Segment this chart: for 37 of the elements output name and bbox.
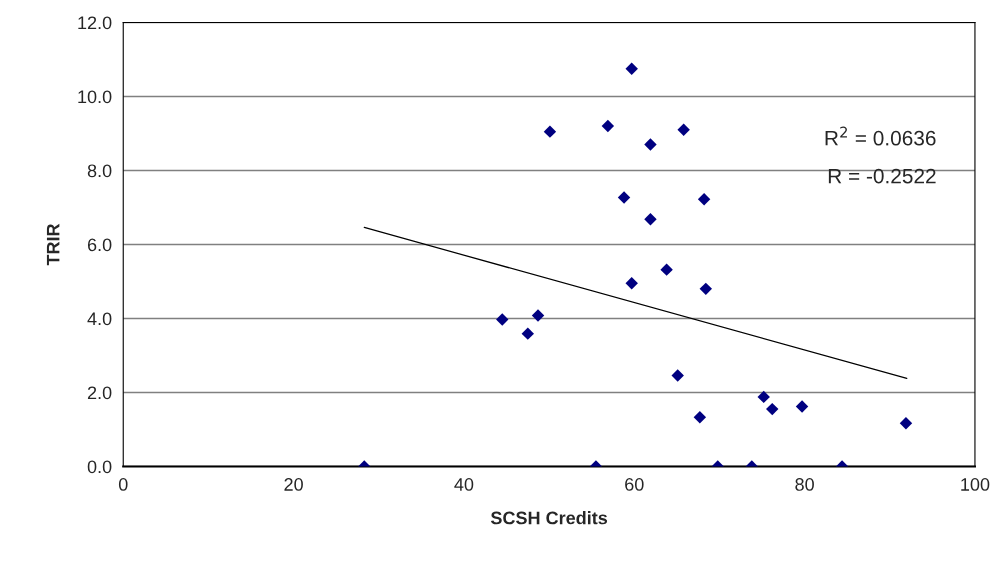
y-tick-label: 4.0 bbox=[87, 312, 112, 326]
y-tick-label: 10.0 bbox=[78, 90, 112, 104]
point bbox=[625, 62, 638, 75]
y-tick-label: 2.0 bbox=[87, 386, 112, 400]
y-tick-label: 12.0 bbox=[78, 16, 112, 30]
x-tick-label: 80 bbox=[795, 478, 814, 491]
point bbox=[766, 402, 779, 416]
point bbox=[757, 390, 770, 404]
point bbox=[644, 138, 657, 151]
y-tick-label: 8.0 bbox=[87, 164, 112, 178]
point bbox=[625, 277, 638, 290]
y-axis-title: TRIR bbox=[46, 223, 60, 266]
point bbox=[521, 327, 535, 340]
point bbox=[601, 119, 615, 133]
y-tick-label: 0.0 bbox=[87, 460, 112, 474]
point bbox=[496, 313, 509, 326]
x-tick-label: 60 bbox=[625, 478, 644, 491]
x-tick-label: 100 bbox=[961, 478, 990, 491]
point bbox=[677, 123, 690, 136]
point bbox=[531, 309, 545, 322]
point bbox=[795, 400, 809, 413]
point bbox=[644, 213, 657, 226]
point bbox=[617, 191, 631, 204]
y-tick-label: 6.0 bbox=[87, 238, 112, 252]
point bbox=[699, 282, 713, 296]
point bbox=[671, 369, 684, 382]
point bbox=[660, 263, 673, 276]
point bbox=[697, 193, 711, 206]
annotation: R$^{2}$ = 0.0636 bbox=[825, 126, 936, 146]
x-tick-label: 40 bbox=[454, 478, 474, 491]
point bbox=[693, 411, 707, 424]
x-axis-title: SCSH Credits bbox=[490, 511, 608, 525]
annotation: R = -0.2522 bbox=[828, 168, 936, 184]
x-tick-label: 0 bbox=[118, 478, 128, 491]
x-tick-label: 20 bbox=[284, 478, 303, 491]
point bbox=[899, 416, 913, 430]
point bbox=[543, 125, 557, 138]
